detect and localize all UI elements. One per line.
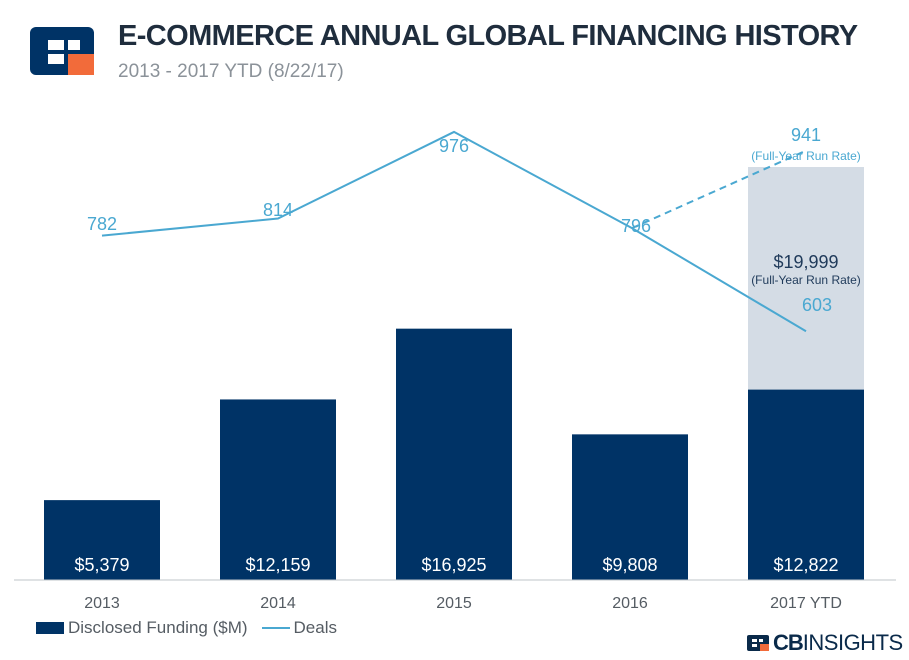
deals-value-label: 603 (802, 295, 832, 315)
x-tick-label: 2014 (260, 595, 296, 612)
brand-footer: CB INSIGHTS (747, 630, 903, 656)
run-rate-funding-label: $19,999 (773, 252, 838, 272)
funding-bar-2014 (220, 399, 336, 580)
deals-value-label: 796 (621, 216, 651, 236)
legend-deals-swatch (261, 627, 290, 629)
x-tick-label: 2017 YTD (770, 595, 842, 612)
funding-bar-2015 (396, 328, 512, 580)
run-rate-deals-label: 941 (791, 125, 821, 145)
x-tick-label: 2015 (436, 595, 472, 612)
funding-bar-2016 (572, 434, 688, 580)
legend: Disclosed Funding ($M) Deals (36, 618, 337, 638)
x-tick-label: 2016 (612, 595, 648, 612)
brand-cb: CB (773, 630, 804, 655)
funding-value-label: $5,379 (74, 555, 129, 575)
deals-value-label: 976 (439, 136, 469, 156)
funding-bar-2017-ytd (748, 389, 864, 580)
deals-value-label: 814 (263, 200, 293, 220)
brand-insights: INSIGHTS (802, 630, 903, 655)
legend-funding-swatch (36, 622, 64, 634)
legend-deals-label: Deals (293, 618, 337, 637)
deals-line (101, 130, 807, 333)
funding-value-label: $12,159 (245, 555, 310, 575)
run-rate-deals-note: (Full-Year Run Rate) (751, 149, 861, 163)
chart-subtitle: 2013 - 2017 YTD (8/22/17) (118, 61, 344, 82)
deals-value-label: 782 (87, 214, 117, 234)
deals-run-rate-line (631, 149, 807, 230)
brand-mark-icon (747, 635, 769, 651)
chart-title: E-COMMERCE ANNUAL GLOBAL FINANCING HISTO… (118, 20, 858, 52)
funding-value-label: $12,822 (773, 555, 838, 575)
cb-insights-logo (30, 27, 94, 75)
run-rate-bar (748, 167, 864, 390)
funding-bar-2013 (44, 500, 160, 580)
legend-funding-label: Disclosed Funding ($M) (68, 618, 248, 637)
funding-value-label: $16,925 (421, 555, 486, 575)
funding-value-label: $9,808 (602, 555, 657, 575)
x-tick-label: 2013 (84, 595, 120, 612)
run-rate-funding-note: (Full-Year Run Rate) (751, 273, 861, 287)
